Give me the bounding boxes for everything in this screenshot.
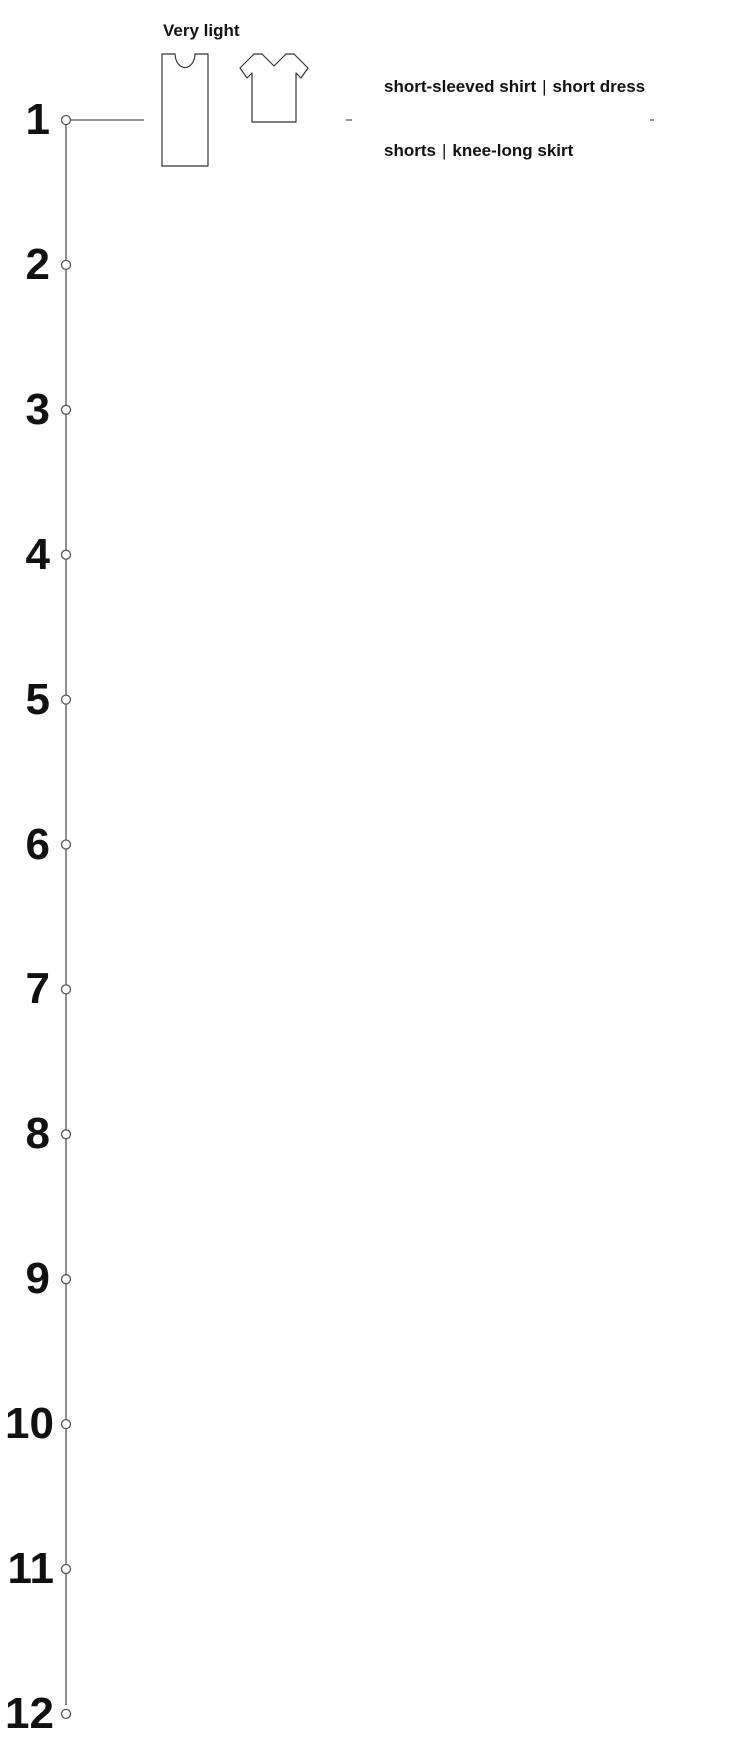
scale-number: 12 [5, 1688, 54, 1738]
scale-number: 3 [25, 384, 50, 434]
separator: | [441, 141, 447, 160]
garment-name: short dress [552, 77, 646, 96]
scale-number: 5 [25, 674, 50, 724]
t-shirt-icon [239, 53, 309, 123]
scale-tick-marker [60, 1563, 72, 1575]
scale-number: 2 [25, 239, 50, 289]
scale-number: 9 [25, 1254, 50, 1304]
lower-body-garments: shorts | knee-long skirt [384, 137, 573, 165]
scale-tick-marker [60, 259, 72, 271]
scale-number: 10 [5, 1399, 54, 1449]
scale-tick-marker [60, 984, 72, 995]
scale-tick-marker [60, 1274, 72, 1285]
garment-name: shorts [384, 141, 436, 160]
scale-tick-marker [60, 1708, 72, 1720]
upper-body-garments: short-sleeved shirt | short dress [384, 73, 645, 101]
garment-name: knee-long skirt [452, 141, 574, 160]
scale-tick-marker [60, 404, 72, 415]
scale-tick-marker [60, 694, 72, 705]
scale-tick-marker [60, 1129, 72, 1140]
scale-number: 6 [25, 819, 50, 869]
sleeveless-dress-icon [161, 53, 209, 167]
scale-tick-marker [60, 1418, 72, 1430]
scale-number: 4 [25, 529, 50, 579]
scale-tick-marker [60, 839, 72, 850]
scale-tick-marker [60, 549, 72, 560]
dress-outline [161, 53, 209, 167]
scale-tick-marker [60, 114, 72, 126]
scale-number: 8 [25, 1109, 50, 1159]
level-title: Very light [163, 21, 240, 40]
scale-number: 7 [25, 964, 50, 1014]
scale-number: 1 [25, 95, 50, 144]
garment-name: short-sleeved shirt [384, 77, 537, 96]
separator: | [542, 77, 547, 96]
shirt-outline [239, 53, 309, 123]
scale-number: 11 [7, 1544, 54, 1593]
